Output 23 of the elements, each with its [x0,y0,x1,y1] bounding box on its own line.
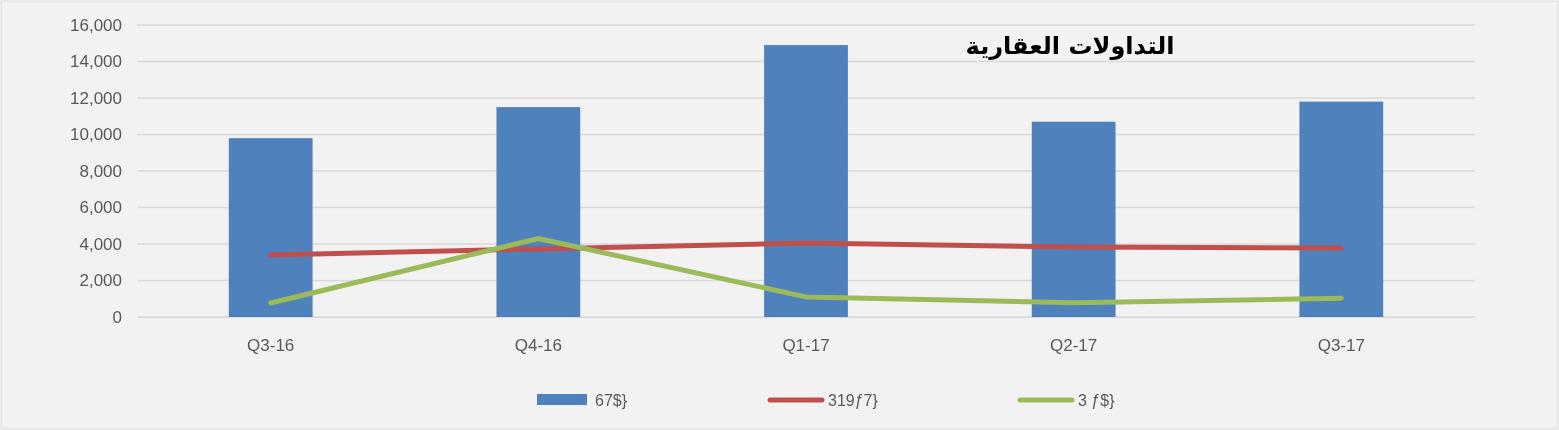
chart-title: التداولات العقارية [965,32,1175,60]
legend-label: 319ƒ7} [828,392,879,409]
y-tick-label: 0 [112,307,122,327]
x-tick-label: Q3-16 [247,336,295,356]
y-tick-label: 16,000 [70,15,122,35]
y-tick-label: 4,000 [79,234,122,254]
bar [228,138,313,317]
y-tick-label: 6,000 [79,198,122,218]
y-tick-label: 8,000 [79,161,122,181]
y-tick-label: 2,000 [79,271,122,291]
x-tick-label: Q1-17 [782,336,830,356]
bar [1299,101,1384,317]
y-tick-label: 12,000 [70,88,122,108]
bar [1031,121,1116,317]
legend-label: 67$} [595,392,628,409]
y-tick-label: 10,000 [70,125,122,145]
x-tick-label: Q2-17 [1050,336,1098,356]
bar [496,107,581,317]
bar [764,45,848,317]
y-tick-label: 14,000 [70,52,122,72]
x-tick-label: Q3-17 [1317,336,1365,356]
legend-label: 3 ƒ$} [1078,392,1116,409]
x-tick-label: Q4-16 [514,336,562,356]
